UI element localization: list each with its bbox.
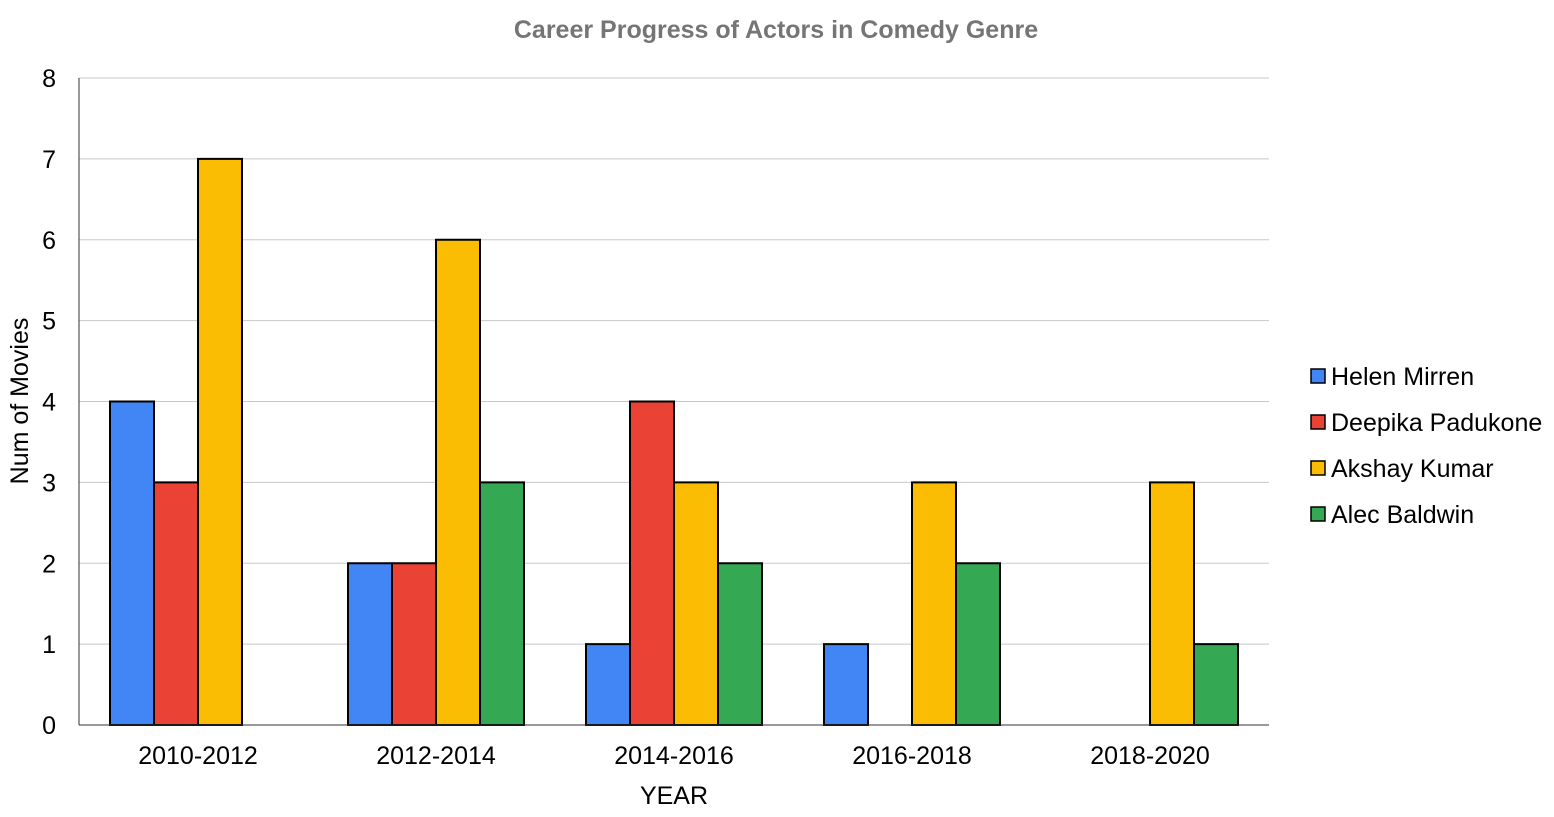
bar-deepika-padukone-2014-2016 xyxy=(629,400,675,726)
bar-helen-mirren-2010-2012 xyxy=(109,400,155,726)
y-tick-label: 1 xyxy=(42,631,56,659)
bar-alec-baldwin-2016-2018 xyxy=(955,562,1001,726)
x-axis-ticks: 2010-2012 2012-2014 2014-2016 2016-2018 2018… xyxy=(138,742,1210,770)
bar-alec-baldwin-2018-2020 xyxy=(1193,643,1239,726)
chart-title: Career Progress of Actors in Comedy Genr… xyxy=(514,16,1038,44)
bar-akshay-kumar-2016-2018 xyxy=(911,481,957,726)
bar-akshay-kumar-2018-2020 xyxy=(1149,481,1195,726)
bar-alec-baldwin-2014-2016 xyxy=(717,562,763,726)
y-tick-label: 4 xyxy=(42,389,56,417)
y-tick-label: 3 xyxy=(42,469,56,497)
x-tick-label: 2012-2014 xyxy=(376,742,496,770)
y-axis-ticks: 0 1 2 3 4 5 6 7 8 xyxy=(42,65,56,740)
y-tick-label: 0 xyxy=(42,712,56,740)
legend-label: Deepika Padukone xyxy=(1331,409,1542,437)
bar-alec-baldwin-2012-2014 xyxy=(479,481,525,726)
bar-akshay-kumar-2012-2014 xyxy=(435,238,481,726)
legend-label: Helen Mirren xyxy=(1331,363,1474,391)
legend-swatch-akshay-kumar xyxy=(1310,460,1326,476)
x-tick-label: 2010-2012 xyxy=(138,742,258,770)
bar-akshay-kumar-2014-2016 xyxy=(673,481,719,726)
legend: Helen Mirren Deepika Padukone Akshay Kumar… xyxy=(1310,363,1542,529)
y-tick-label: 6 xyxy=(42,227,56,255)
bar-helen-mirren-2012-2014 xyxy=(347,562,393,726)
x-axis-title: YEAR xyxy=(640,782,708,810)
legend-swatch-helen-mirren xyxy=(1310,368,1326,384)
bar-deepika-padukone-2010-2012 xyxy=(153,481,199,726)
legend-swatch-alec-baldwin xyxy=(1310,506,1326,522)
x-tick-label: 2018-2020 xyxy=(1090,742,1210,770)
legend-label: Akshay Kumar xyxy=(1331,455,1494,483)
bars xyxy=(109,157,1239,726)
bar-akshay-kumar-2010-2012 xyxy=(197,157,243,726)
y-axis-title: Num of Movies xyxy=(6,318,34,485)
y-tick-label: 8 xyxy=(42,65,56,93)
legend-swatch-deepika-padukone xyxy=(1310,414,1326,430)
bar-helen-mirren-2014-2016 xyxy=(585,643,631,726)
y-tick-label: 2 xyxy=(42,550,56,578)
y-tick-label: 7 xyxy=(42,146,56,174)
x-tick-label: 2016-2018 xyxy=(852,742,972,770)
bar-helen-mirren-2016-2018 xyxy=(823,643,869,726)
x-tick-label: 2014-2016 xyxy=(614,742,734,770)
legend-label: Alec Baldwin xyxy=(1331,501,1474,529)
y-tick-label: 5 xyxy=(42,308,56,336)
bar-deepika-padukone-2012-2014 xyxy=(391,562,437,726)
